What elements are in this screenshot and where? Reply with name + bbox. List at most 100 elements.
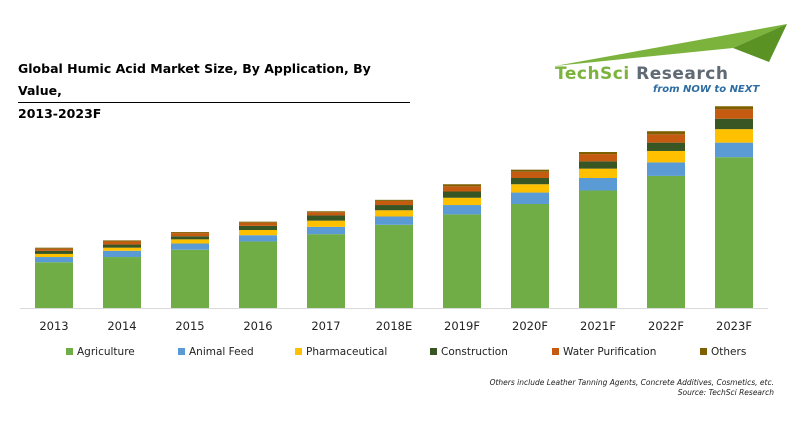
bar-others-2020f (511, 169, 549, 172)
bar-water-purification-2016 (239, 222, 277, 226)
bar-others-2016 (239, 221, 277, 223)
logo-name-part1: TechSci (555, 64, 630, 84)
bar-construction-2017 (307, 215, 345, 221)
bar-pharmaceutical-2022f (647, 150, 685, 163)
bar-animal-feed-2020f (511, 192, 549, 204)
bar-construction-2015 (171, 236, 209, 240)
bar-agriculture-2023f (715, 157, 753, 308)
bar-others-2021f (579, 152, 617, 155)
bar-water-purification-2022f (647, 134, 685, 143)
bar-others-2014 (103, 240, 141, 242)
bar-pharmaceutical-2013 (35, 253, 73, 258)
bar-agriculture-2014 (103, 257, 141, 308)
legend-swatch-others (700, 348, 707, 355)
legend-label: Others (711, 346, 746, 358)
bar-agriculture-2016 (239, 241, 277, 308)
bar-animal-feed-2018e (375, 216, 413, 225)
x-tick-label: 2022F (648, 319, 684, 333)
bar-others-2022f (647, 131, 685, 135)
bar-pharmaceutical-2021f (579, 168, 617, 178)
bar-construction-2019f (443, 191, 481, 198)
bar-pharmaceutical-2020f (511, 184, 549, 193)
bar-construction-2016 (239, 225, 277, 230)
bar-others-2017 (307, 211, 345, 213)
bar-construction-2023f (715, 118, 753, 130)
footnote: Others include Leather Tanning Agents, C… (490, 378, 774, 398)
bar-water-purification-2015 (171, 233, 209, 237)
x-tick-label: 2020F (512, 319, 548, 333)
techsci-logo: TechSci Research from NOW to NEXT (555, 22, 787, 102)
bar-pharmaceutical-2015 (171, 239, 209, 244)
legend-swatch-animal-feed (178, 348, 185, 355)
bar-water-purification-2018e (375, 200, 413, 206)
legend-swatch-pharmaceutical (295, 348, 302, 355)
bar-agriculture-2021f (579, 190, 617, 308)
bar-construction-2013 (35, 250, 73, 254)
bar-agriculture-2017 (307, 234, 345, 308)
bar-animal-feed-2019f (443, 205, 481, 215)
x-tick-label: 2019F (444, 319, 480, 333)
bar-pharmaceutical-2019f (443, 197, 481, 206)
bar-animal-feed-2013 (35, 257, 73, 263)
bar-pharmaceutical-2014 (103, 247, 141, 251)
bar-water-purification-2014 (103, 241, 141, 245)
bar-agriculture-2015 (171, 249, 209, 308)
bar-others-2023f (715, 106, 753, 110)
footnote-others: Others include Leather Tanning Agents, C… (489, 378, 774, 387)
bar-water-purification-2021f (579, 154, 617, 162)
bar-animal-feed-2017 (307, 226, 345, 235)
legend-swatch-water-purification (552, 348, 559, 355)
footnote-source: Source: TechSci Research (677, 388, 774, 397)
legend-swatch-agriculture (66, 348, 73, 355)
bar-construction-2014 (103, 244, 141, 248)
logo-name-part2: Research (629, 64, 729, 84)
bar-others-2013 (35, 247, 73, 249)
x-tick-label: 2017 (311, 319, 340, 333)
bar-water-purification-2019f (443, 186, 481, 192)
bar-pharmaceutical-2018e (375, 210, 413, 217)
bar-agriculture-2019f (443, 214, 481, 308)
bar-animal-feed-2016 (239, 235, 277, 242)
bar-water-purification-2023f (715, 109, 753, 119)
bar-animal-feed-2021f (579, 178, 617, 191)
legend-label: Animal Feed (189, 346, 254, 358)
x-tick-label: 2015 (175, 319, 204, 333)
x-tick-label: 2013 (39, 319, 68, 333)
legend-label: Pharmaceutical (306, 346, 387, 358)
bar-pharmaceutical-2016 (239, 230, 277, 236)
logo-arrow-icon (555, 24, 787, 66)
x-tick-label: 2021F (580, 319, 616, 333)
chart-title-line1: Global Humic Acid Market Size, By Applic… (18, 58, 410, 103)
bar-others-2019f (443, 184, 481, 187)
bar-construction-2021f (579, 161, 617, 169)
x-tick-label: 2014 (107, 319, 136, 333)
bar-pharmaceutical-2017 (307, 220, 345, 227)
bar-others-2018e (375, 199, 413, 201)
legend-swatch-construction (430, 348, 437, 355)
bar-agriculture-2020f (511, 204, 549, 308)
bar-animal-feed-2023f (715, 142, 753, 158)
chart-title: Global Humic Acid Market Size, By Applic… (18, 58, 410, 125)
x-tick-label: 2016 (243, 319, 272, 333)
chart-title-line2: 2013-2023F (18, 106, 102, 121)
x-tick-label: 2018E (376, 319, 413, 333)
bar-water-purification-2013 (35, 248, 73, 251)
bar-animal-feed-2022f (647, 162, 685, 176)
bar-water-purification-2020f (511, 171, 549, 178)
legend-label: Construction (441, 346, 508, 358)
bar-animal-feed-2014 (103, 250, 141, 258)
legend-label: Agriculture (77, 346, 135, 358)
bar-agriculture-2013 (35, 262, 73, 308)
bar-construction-2020f (511, 178, 549, 185)
logo-tagline: from NOW to NEXT (653, 84, 760, 95)
bar-water-purification-2017 (307, 212, 345, 216)
bar-animal-feed-2015 (171, 243, 209, 250)
legend-label: Water Purification (563, 346, 656, 358)
bar-construction-2018e (375, 205, 413, 211)
bar-pharmaceutical-2023f (715, 129, 753, 143)
x-tick-label: 2023F (716, 319, 752, 333)
bar-others-2015 (171, 232, 209, 234)
logo-name: TechSci Research (555, 64, 728, 84)
bar-agriculture-2018e (375, 224, 413, 308)
